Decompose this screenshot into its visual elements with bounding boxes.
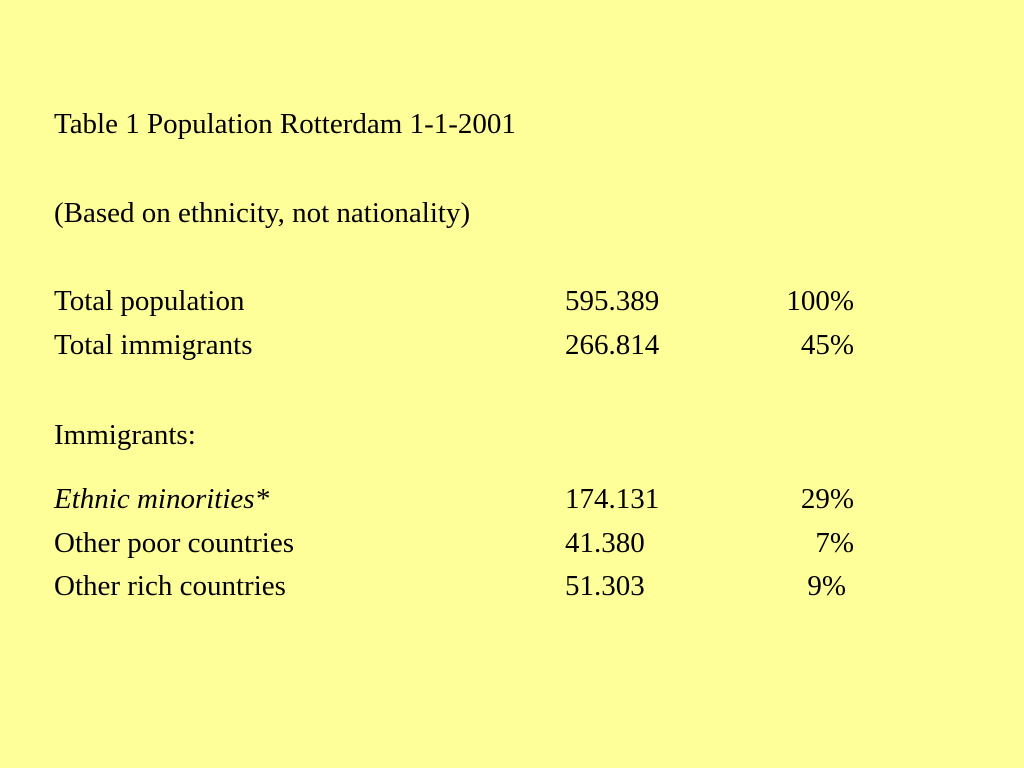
row-label: Other rich countries [54, 570, 286, 602]
row-label: Other poor countries [54, 527, 294, 559]
row-percent: 29% [800, 483, 854, 515]
row-percent: 9% [807, 570, 846, 602]
table-row-other-rich-countries: Other rich countries 51.303 9% [54, 569, 874, 603]
row-percent: 7% [815, 527, 854, 559]
row-label: Ethnic minorities* [54, 483, 270, 515]
row-count: 41.380 [565, 527, 645, 559]
immigrants-heading: Immigrants: [54, 419, 196, 451]
table-row-other-poor-countries: Other poor countries 41.380 7% [54, 526, 874, 560]
row-count: 595.389 [565, 285, 660, 317]
row-count: 174.131 [565, 483, 660, 515]
row-percent: 100% [786, 285, 854, 317]
table-subtitle: (Based on ethnicity, not nationality) [54, 197, 471, 229]
row-label: Total population [54, 285, 245, 317]
row-count: 51.303 [565, 570, 645, 602]
row-percent: 45% [800, 329, 854, 361]
table-row-ethnic-minorities: Ethnic minorities* 174.131 29% [54, 482, 874, 516]
table-title: Table 1 Population Rotterdam 1-1-2001 [54, 108, 516, 140]
table-row-total-immigrants: Total immigrants 266.814 45% [54, 328, 874, 362]
table-row-total-population: Total population 595.389 100% [54, 284, 874, 318]
row-label: Total immigrants [54, 329, 253, 361]
row-count: 266.814 [565, 329, 660, 361]
